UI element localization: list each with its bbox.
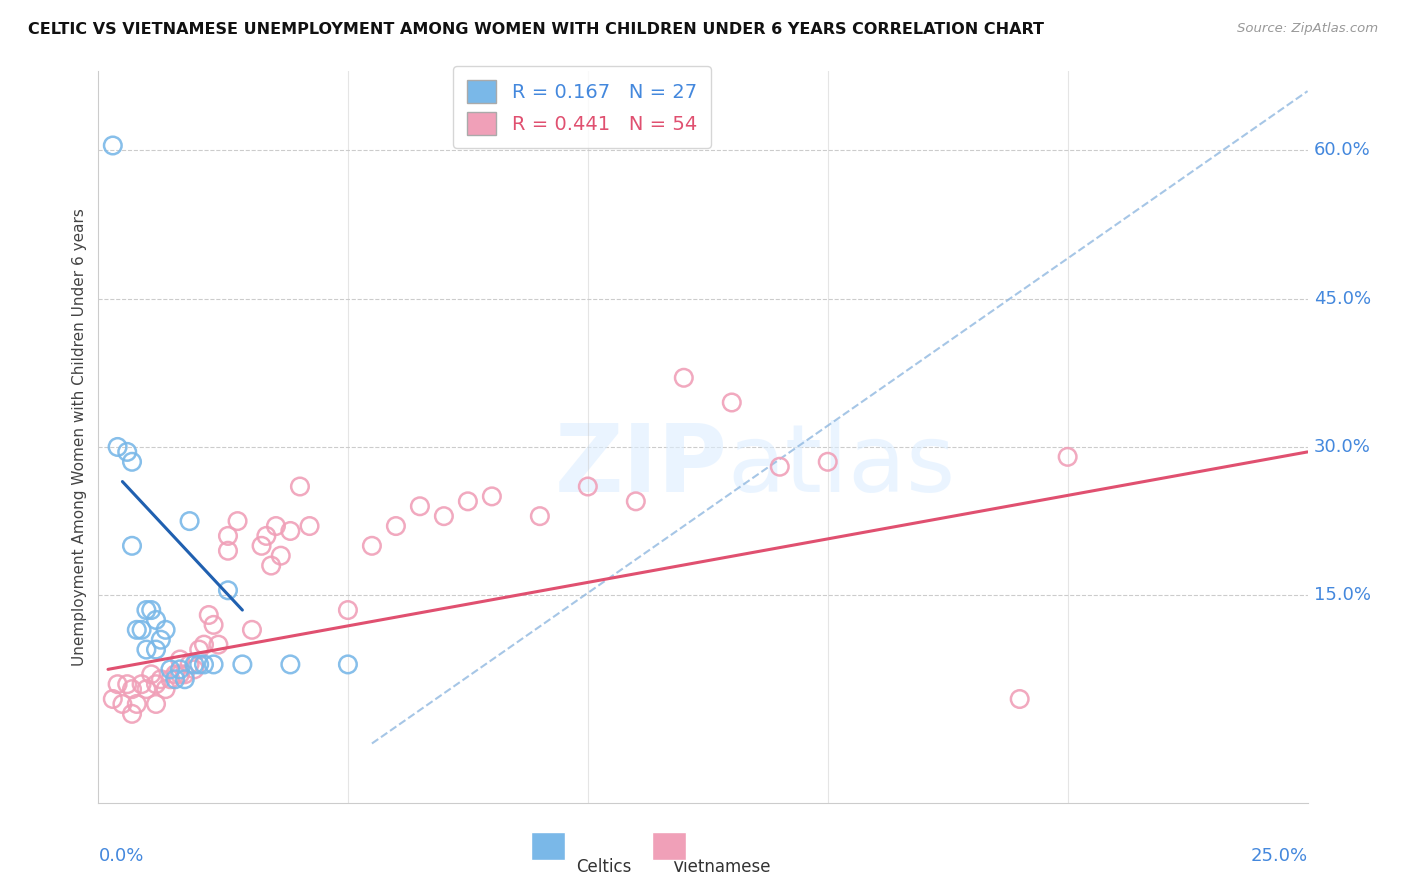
Point — [125, 697, 148, 711]
Point — [101, 138, 124, 153]
Point — [149, 672, 172, 686]
Point — [121, 706, 143, 721]
Point — [264, 519, 287, 533]
Point — [385, 519, 408, 533]
Text: 60.0%: 60.0% — [1313, 142, 1371, 160]
Point — [121, 455, 143, 469]
Point — [155, 623, 177, 637]
Point — [529, 509, 551, 524]
Text: Celtics: Celtics — [576, 858, 631, 876]
Text: 45.0%: 45.0% — [1313, 290, 1371, 308]
Point — [481, 489, 503, 503]
Text: Vietnamese: Vietnamese — [672, 858, 772, 876]
Point — [159, 672, 181, 686]
Point — [145, 613, 167, 627]
Point — [155, 682, 177, 697]
Point — [1056, 450, 1078, 464]
Point — [226, 514, 249, 528]
Point — [101, 692, 124, 706]
Point — [107, 440, 129, 454]
Point — [141, 667, 163, 681]
Point — [624, 494, 647, 508]
Point — [280, 657, 302, 672]
Point — [145, 642, 167, 657]
Point — [169, 662, 191, 676]
Text: ZIP: ZIP — [554, 420, 727, 512]
Point — [169, 667, 191, 681]
Point — [188, 657, 211, 672]
Point — [179, 514, 201, 528]
Point — [576, 479, 599, 493]
FancyBboxPatch shape — [652, 832, 686, 860]
Point — [217, 529, 239, 543]
Point — [433, 509, 456, 524]
Point — [193, 657, 215, 672]
Point — [121, 682, 143, 697]
Point — [135, 682, 157, 697]
Point — [217, 543, 239, 558]
Point — [336, 603, 359, 617]
Point — [250, 539, 273, 553]
Point — [149, 632, 172, 647]
Point — [217, 583, 239, 598]
Point — [159, 662, 181, 676]
Point — [254, 529, 277, 543]
Point — [197, 607, 219, 622]
Point — [188, 642, 211, 657]
Text: 25.0%: 25.0% — [1250, 847, 1308, 864]
Point — [202, 618, 225, 632]
Point — [672, 371, 695, 385]
Point — [260, 558, 283, 573]
Point — [145, 697, 167, 711]
Point — [107, 677, 129, 691]
Point — [131, 623, 153, 637]
Point — [202, 657, 225, 672]
Point — [121, 539, 143, 553]
Text: 30.0%: 30.0% — [1313, 438, 1371, 456]
Point — [280, 524, 302, 538]
Point — [769, 459, 792, 474]
Point — [141, 603, 163, 617]
Text: atlas: atlas — [727, 420, 956, 512]
Point — [193, 638, 215, 652]
Text: 0.0%: 0.0% — [98, 847, 143, 864]
Point — [145, 677, 167, 691]
Text: 15.0%: 15.0% — [1313, 586, 1371, 604]
Point — [817, 455, 839, 469]
Y-axis label: Unemployment Among Women with Children Under 6 years: Unemployment Among Women with Children U… — [72, 208, 87, 666]
Point — [240, 623, 263, 637]
Point — [288, 479, 311, 493]
Point — [720, 395, 742, 409]
Point — [207, 638, 229, 652]
Point — [131, 677, 153, 691]
Point — [179, 657, 201, 672]
Point — [115, 445, 138, 459]
Point — [183, 657, 205, 672]
Point — [135, 642, 157, 657]
Point — [165, 667, 187, 681]
Point — [115, 677, 138, 691]
Point — [173, 672, 195, 686]
Point — [165, 672, 187, 686]
Point — [169, 652, 191, 666]
Point — [270, 549, 292, 563]
Point — [361, 539, 384, 553]
Text: Source: ZipAtlas.com: Source: ZipAtlas.com — [1237, 22, 1378, 36]
Point — [231, 657, 253, 672]
Point — [173, 667, 195, 681]
Point — [298, 519, 321, 533]
Point — [111, 697, 134, 711]
FancyBboxPatch shape — [531, 832, 565, 860]
Point — [1008, 692, 1031, 706]
Point — [125, 623, 148, 637]
Point — [135, 603, 157, 617]
Text: CELTIC VS VIETNAMESE UNEMPLOYMENT AMONG WOMEN WITH CHILDREN UNDER 6 YEARS CORREL: CELTIC VS VIETNAMESE UNEMPLOYMENT AMONG … — [28, 22, 1045, 37]
Point — [457, 494, 479, 508]
Point — [409, 500, 432, 514]
Point — [183, 662, 205, 676]
Point — [336, 657, 359, 672]
Legend: R = 0.167   N = 27, R = 0.441   N = 54: R = 0.167 N = 27, R = 0.441 N = 54 — [454, 66, 710, 148]
